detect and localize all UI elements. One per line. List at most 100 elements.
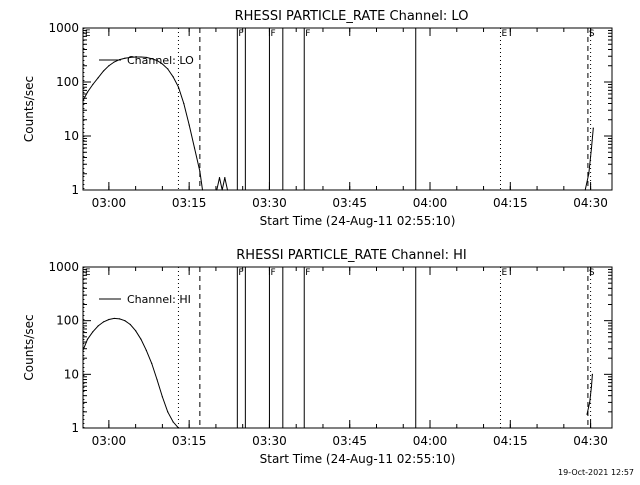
x-tick-label: 03:45 (332, 196, 367, 210)
data-point (590, 147, 593, 149)
data-point (86, 91, 89, 93)
x-tick-label: 03:00 (92, 434, 127, 448)
data-point (167, 68, 169, 70)
x-axis-label: Start Time (24-Aug-11 02:55:10) (260, 452, 456, 466)
data-point (588, 173, 590, 175)
series-line (82, 317, 179, 429)
data-point (135, 330, 137, 332)
x-tick-label: 04:15 (493, 434, 528, 448)
chart-title: RHESSI PARTICLE_RATE Channel: LO (235, 9, 469, 24)
data-point (156, 378, 158, 381)
data-point (151, 362, 153, 364)
data-point (161, 63, 163, 65)
x-axis-label: Start Time (24-Aug-11 02:55:10) (260, 214, 456, 228)
event-marker-label: E (85, 29, 91, 39)
data-point (97, 325, 99, 327)
data-point (224, 176, 226, 179)
y-tick-label: 10 (64, 367, 79, 381)
x-tick-label: 03:30 (252, 434, 287, 448)
data-point (216, 189, 218, 191)
data-point (82, 100, 84, 102)
y-tick-label: 1 (71, 421, 79, 435)
y-tick-label: 1000 (48, 21, 79, 35)
event-marker-label: E (501, 29, 507, 39)
data-point (86, 338, 89, 340)
event-marker-label: F (238, 29, 243, 39)
y-tick-label: 1000 (48, 260, 79, 274)
data-point (167, 411, 169, 413)
x-tick-label: 04:15 (493, 196, 528, 210)
x-tick-label: 04:00 (413, 434, 448, 448)
data-point (102, 321, 105, 323)
data-point (102, 70, 105, 72)
y-tick-label: 100 (56, 314, 79, 328)
legend-label: Channel: HI (127, 293, 191, 306)
y-tick-label: 10 (64, 129, 79, 143)
event-marker-label: E (85, 268, 91, 278)
data-point (135, 56, 137, 58)
series-line-segment (216, 177, 228, 191)
x-tick-label: 03:15 (172, 196, 207, 210)
y-axis-label: Counts/sec (22, 314, 36, 380)
x-tick-label: 03:30 (252, 196, 287, 210)
data-point (177, 427, 180, 429)
data-point (140, 56, 142, 58)
x-tick-label: 04:00 (413, 196, 448, 210)
data-point (113, 61, 115, 63)
data-point (156, 59, 158, 62)
data-point (92, 83, 94, 86)
data-point (592, 127, 594, 129)
data-point (172, 421, 174, 423)
event-marker-label: F (305, 268, 310, 278)
data-point (226, 189, 229, 191)
data-point (161, 396, 163, 398)
x-tick-label: 04:30 (573, 434, 608, 448)
event-marker-label: E (501, 268, 507, 278)
x-tick-label: 03:15 (172, 434, 207, 448)
data-point (193, 147, 196, 149)
data-point (113, 317, 115, 320)
chart-title: RHESSI PARTICLE_RATE Channel: HI (236, 248, 466, 263)
data-point (118, 318, 121, 320)
event-marker-label: F (305, 29, 310, 39)
data-point (151, 58, 153, 60)
legend-label: Channel: LO (127, 54, 194, 67)
data-point (589, 401, 591, 403)
event-marker-label: F (270, 29, 275, 39)
data-point (201, 189, 204, 191)
chart-panel-hi: RHESSI PARTICLE_RATE Channel: HI 1 10 100 10… (22, 248, 613, 466)
data-point (145, 349, 147, 351)
y-axis-label: Counts/sec (22, 76, 36, 142)
series-line-segment (586, 374, 593, 415)
data-point (188, 124, 190, 126)
x-tick-label: 04:30 (573, 196, 608, 210)
data-point (584, 189, 586, 191)
plot-frame (82, 266, 613, 429)
data-point (129, 56, 131, 59)
data-point (221, 189, 223, 191)
data-point (108, 318, 110, 321)
data-point (92, 331, 94, 333)
data-point (590, 385, 593, 387)
data-point (145, 56, 147, 59)
x-tick-label: 03:00 (92, 196, 127, 210)
footer-timestamp: 19-Oct-2021 12:57 (558, 468, 634, 477)
series-line (82, 56, 203, 191)
event-marker-label: F (238, 268, 243, 278)
data-point (183, 102, 185, 105)
data-point (129, 323, 131, 326)
data-point (124, 320, 126, 322)
data-point (177, 86, 180, 88)
plot-frame (82, 27, 613, 191)
event-marker-label: S (589, 268, 595, 278)
data-point (108, 65, 110, 67)
data-point (172, 76, 174, 78)
y-tick-label: 1 (71, 183, 79, 197)
series-line-segment (584, 128, 594, 191)
chart-panel-lo: RHESSI PARTICLE_RATE Channel: LO 1 10 100 10… (22, 9, 613, 228)
data-point (82, 349, 84, 351)
x-tick-label: 03:45 (332, 434, 367, 448)
event-marker-label: F (270, 268, 275, 278)
